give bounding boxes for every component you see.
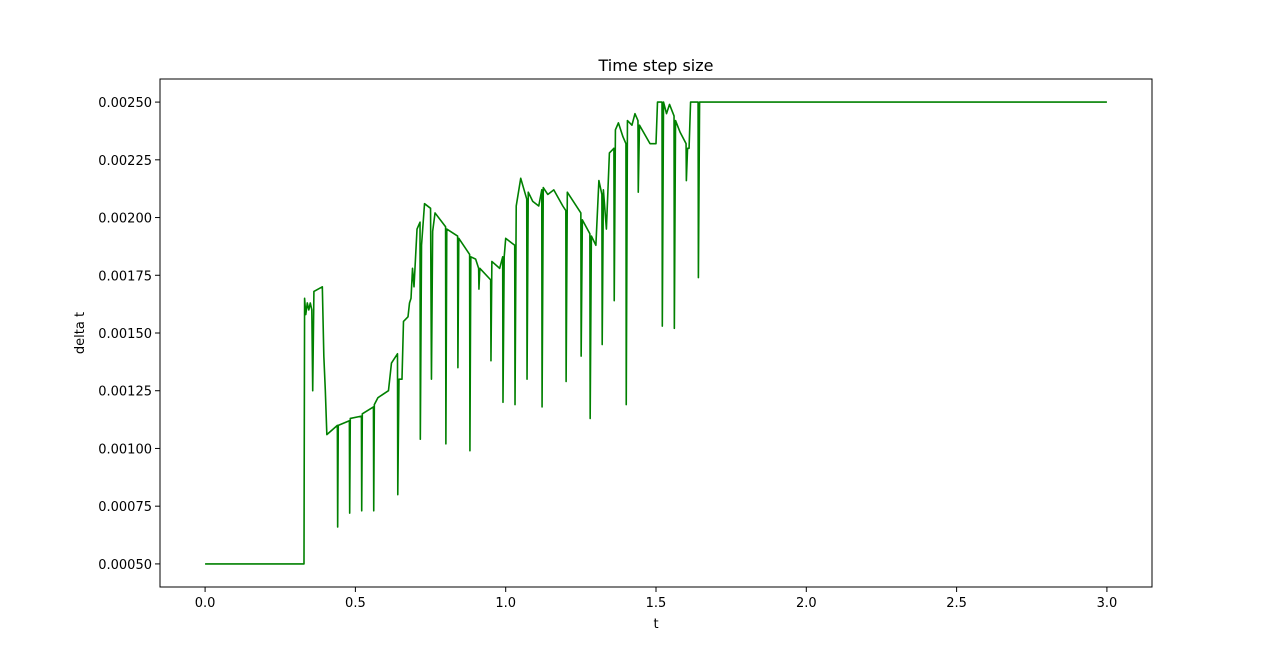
- y-axis-label: delta t: [73, 312, 88, 354]
- y-tick-label: 0.00150: [98, 327, 152, 342]
- y-tick-label: 0.00175: [98, 269, 152, 284]
- x-tick-label: 2.5: [946, 596, 967, 611]
- y-tick-label: 0.00225: [98, 154, 152, 169]
- y-tick-label: 0.00050: [98, 558, 152, 573]
- y-tick-label: 0.00125: [98, 385, 152, 400]
- x-tick-label: 3.0: [1097, 596, 1118, 611]
- y-tick-label: 0.00075: [98, 500, 152, 515]
- x-tick-label: 0.0: [195, 596, 216, 611]
- y-tick-label: 0.00100: [98, 442, 152, 457]
- plot-frame: [159, 78, 1153, 588]
- data-line: [205, 101, 1107, 565]
- chart-title: Time step size: [598, 56, 714, 75]
- x-tick-label: 0.5: [345, 596, 366, 611]
- y-tick-label: 0.00250: [98, 96, 152, 111]
- x-tick-label: 2.0: [796, 596, 817, 611]
- y-tick-label: 0.00200: [98, 212, 152, 227]
- x-tick-label: 1.5: [646, 596, 667, 611]
- x-tick-label: 1.0: [495, 596, 516, 611]
- x-axis-label: t: [653, 617, 658, 632]
